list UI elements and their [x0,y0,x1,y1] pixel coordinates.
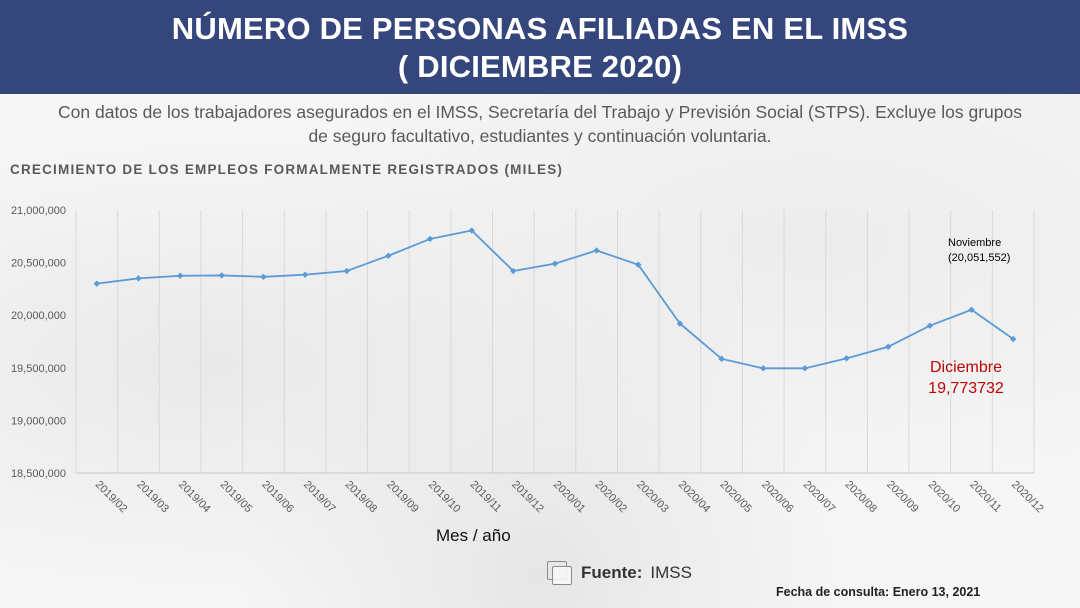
x-tick-label: 2020/08 [842,479,879,516]
x-tick-label: 2019/05 [218,479,255,516]
page-title: NÚMERO DE PERSONAS AFILIADAS EN EL IMSS [171,11,909,46]
x-tick-label: 2020/11 [967,479,1003,515]
y-tick-label: 21,000,000 [11,205,66,217]
source-box: Fuente: IMSS [547,561,692,585]
source-value: IMSS [650,563,692,582]
data-point [718,355,725,363]
annotation-december: Diciembre 19,773732 [928,359,1004,397]
x-tick-label: 2020/07 [801,479,838,516]
data-point [801,365,809,372]
x-tick-label: 2019/11 [468,479,504,515]
data-point [468,227,475,234]
y-tick-label: 20,000,000 [11,310,66,322]
y-tick-label: 18,500,000 [11,468,66,480]
series-line [96,229,1014,370]
data-point [343,267,350,275]
title-banner: NÚMERO DE PERSONAS AFILIADAS EN EL IMSS … [0,0,1080,94]
x-tick-label: 2020/06 [759,479,796,516]
description-line-2: de seguro facultativo, estudiantes y con… [308,126,772,146]
x-tick-label: 2019/06 [259,479,296,516]
data-point [635,261,642,268]
y-tick-label: 19,500,000 [11,363,66,375]
consultation-date: Fecha de consulta: Enero 13, 2021 [776,585,981,599]
page-subtitle: ( DICIEMBRE 2020) [397,49,683,84]
data-point [135,275,142,282]
data-point [593,247,600,254]
x-tick-label: 2020/01 [551,479,588,516]
data-point [176,272,184,279]
x-tick-label: 2020/03 [634,479,671,516]
x-tick-label: 2020/05 [717,479,754,516]
x-tick-label: 2019/12 [509,479,546,516]
data-point [926,322,934,329]
x-axis-label: Mes / año [436,526,511,545]
x-tick-label: 2020/12 [1009,479,1046,516]
copy-icon [547,561,573,585]
data-point [676,320,684,327]
x-tick-label: 2019/09 [384,479,421,516]
data-point [218,272,225,279]
x-tick-label: 2019/02 [93,479,130,516]
x-tick-label: 2020/04 [676,479,713,516]
source-label: Fuente: [581,563,643,582]
data-point [551,260,559,267]
data-point [968,306,975,313]
x-tick-label: 2019/10 [426,479,463,516]
x-tick-label: 2019/03 [134,479,171,516]
data-point [93,280,101,287]
description-line-1: Con datos de los trabajadores asegurados… [58,102,1022,122]
x-tick-label: 2019/08 [343,479,380,516]
description: Con datos de los trabajadores asegurados… [20,100,1060,148]
x-tick-label: 2019/04 [176,479,213,516]
data-point [301,271,309,278]
x-tick-label: 2020/09 [884,479,921,516]
y-tick-label: 20,500,000 [11,258,66,270]
data-point [260,273,267,281]
x-tick-label: 2020/10 [926,479,963,516]
y-tick-label: 19,000,000 [11,415,66,427]
data-point [385,252,392,259]
x-tick-label: 2020/02 [593,479,630,516]
chart-title: CRECIMIENTO DE LOS EMPLEOS FORMALMENTE R… [10,162,564,177]
data-point [760,365,767,372]
data-point [426,235,434,243]
data-point [510,267,517,275]
data-point [843,355,850,362]
data-point [1009,335,1017,343]
annotation-november: Noviembre (20,051,552) [948,237,1010,264]
x-tick-label: 2019/07 [301,479,338,516]
data-point [885,343,892,350]
